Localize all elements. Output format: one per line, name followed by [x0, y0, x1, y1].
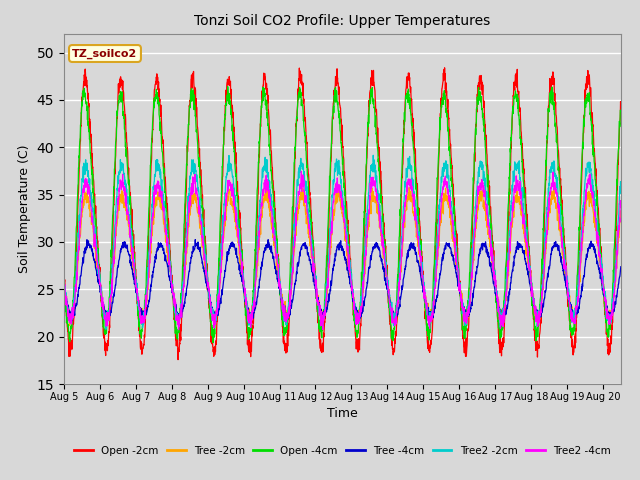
Open -2cm [93, 224, 100, 229]
Tree -2cm [617, 218, 625, 224]
Tree -4cm [93, 273, 100, 278]
Tree2 -4cm [426, 314, 434, 320]
Tree2 -4cm [60, 281, 68, 287]
Y-axis label: Soil Temperature (C): Soil Temperature (C) [18, 144, 31, 273]
Tree2 -4cm [175, 327, 182, 333]
Open -2cm [426, 346, 434, 352]
Open -2cm [409, 116, 417, 121]
Open -4cm [410, 141, 417, 147]
Line: Tree -2cm: Tree -2cm [64, 185, 621, 326]
Open -4cm [209, 340, 217, 346]
Tree -4cm [598, 280, 605, 286]
Line: Tree2 -2cm: Tree2 -2cm [64, 156, 621, 329]
Tree -2cm [60, 288, 68, 294]
Tree2 -2cm [346, 257, 354, 263]
Tree -2cm [410, 209, 417, 215]
Tree -2cm [532, 306, 540, 312]
Tree -4cm [532, 306, 540, 312]
Open -4cm [532, 325, 540, 331]
Text: TZ_soilco2: TZ_soilco2 [72, 48, 138, 59]
Open -2cm [441, 65, 449, 71]
Open -2cm [174, 357, 182, 362]
Open -4cm [60, 285, 68, 290]
Open -2cm [346, 252, 354, 257]
Open -4cm [224, 84, 232, 89]
Tree -2cm [93, 261, 100, 266]
Tree2 -4cm [93, 251, 100, 257]
Tree -4cm [410, 240, 417, 246]
Tree -4cm [617, 264, 625, 270]
Tree -2cm [426, 313, 434, 319]
Tree2 -2cm [93, 246, 100, 252]
Line: Open -4cm: Open -4cm [64, 86, 621, 343]
Open -4cm [346, 261, 354, 266]
Tree -4cm [346, 281, 354, 287]
Open -4cm [617, 108, 625, 114]
Open -4cm [426, 324, 434, 330]
Tree2 -4cm [410, 196, 417, 202]
Tree -4cm [426, 309, 434, 314]
Tree2 -2cm [60, 280, 68, 286]
Line: Tree -4cm: Tree -4cm [64, 240, 621, 321]
Tree2 -4cm [346, 269, 354, 275]
Line: Open -2cm: Open -2cm [64, 68, 621, 360]
X-axis label: Time: Time [327, 407, 358, 420]
Title: Tonzi Soil CO2 Profile: Upper Temperatures: Tonzi Soil CO2 Profile: Upper Temperatur… [195, 14, 490, 28]
Open -2cm [617, 102, 625, 108]
Tree -2cm [346, 272, 354, 278]
Tree2 -2cm [426, 320, 434, 326]
Tree2 -2cm [410, 182, 417, 188]
Tree2 -2cm [598, 261, 605, 267]
Tree2 -4cm [298, 168, 305, 174]
Line: Tree2 -4cm: Tree2 -4cm [64, 171, 621, 330]
Tree2 -4cm [617, 203, 625, 208]
Tree2 -4cm [598, 269, 605, 275]
Open -2cm [60, 267, 68, 273]
Tree -2cm [298, 182, 305, 188]
Tree -4cm [191, 237, 199, 242]
Tree2 -2cm [102, 326, 110, 332]
Tree -2cm [175, 324, 182, 329]
Tree -4cm [60, 288, 68, 294]
Tree -2cm [598, 283, 605, 288]
Legend: Open -2cm, Tree -2cm, Open -4cm, Tree -4cm, Tree2 -2cm, Tree2 -4cm: Open -2cm, Tree -2cm, Open -4cm, Tree -4… [70, 442, 615, 460]
Open -2cm [598, 267, 605, 273]
Open -4cm [93, 237, 100, 242]
Open -4cm [598, 271, 605, 277]
Tree2 -2cm [617, 182, 625, 188]
Open -2cm [532, 348, 540, 353]
Tree2 -2cm [369, 153, 377, 158]
Tree2 -4cm [532, 303, 540, 309]
Tree -4cm [68, 318, 76, 324]
Tree2 -2cm [532, 312, 540, 318]
